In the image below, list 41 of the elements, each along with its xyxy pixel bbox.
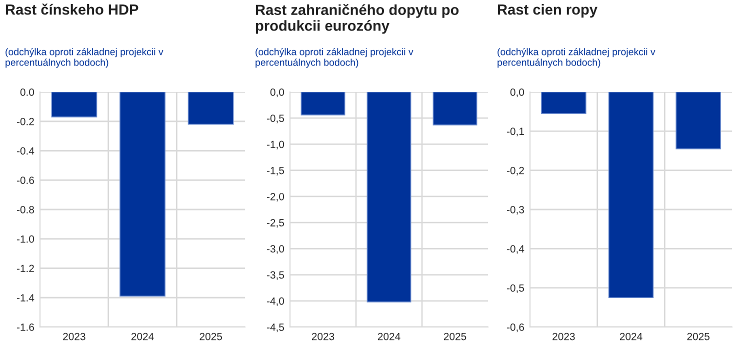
- y-tick-label: -1.0: [16, 235, 34, 243]
- x-tick-label: 2025: [687, 332, 710, 340]
- x-tick-label: 2025: [200, 332, 222, 340]
- y-tick-label: -3,5: [266, 271, 284, 280]
- y-tick-label: -0.8: [16, 206, 34, 214]
- chart-subtitle: (odchýlka oproti základnej projekcii v percentuálnych bodoch): [6, 48, 164, 68]
- x-tick-label: 2025: [444, 332, 466, 340]
- chart-title: Rast zahraničného dopytu po produkcii eurozóny: [256, 4, 459, 34]
- x-tick-label: 2023: [63, 332, 86, 340]
- chart-title: Rast cien ropy: [498, 4, 598, 18]
- y-tick-label: -1.4: [16, 294, 34, 302]
- y-tick-label: -2,0: [266, 192, 284, 202]
- chart-subtitle: (odchýlka oproti základnej projekcii v percentuálnych bodoch): [498, 48, 656, 68]
- y-tick-label: -4,0: [266, 297, 284, 306]
- y-tick-label: -0,6: [506, 324, 524, 332]
- y-tick-label: -3,0: [266, 245, 284, 254]
- y-tick-label: -0,2: [506, 166, 524, 176]
- y-tick-label: -1.6: [16, 324, 34, 331]
- y-tick-label: -0,3: [506, 206, 524, 215]
- x-tick-label: 2023: [552, 332, 575, 340]
- y-tick-label: 0.0: [20, 88, 34, 96]
- chart-subtitle: (odchýlka oproti základnej projekcii v percentuálnych bodoch): [256, 48, 414, 68]
- y-tick-label: -1.2: [16, 264, 34, 272]
- chart-title: Rast čínskeho HDP: [6, 4, 138, 15]
- y-tick-label: -4,5: [266, 324, 284, 332]
- y-tick-label: -0,4: [506, 245, 524, 254]
- y-tick-label: -0.6: [16, 176, 34, 184]
- x-tick-label: 2023: [312, 332, 334, 340]
- y-tick-label: 0,0: [270, 88, 284, 98]
- y-tick-label: 0,0: [510, 88, 524, 98]
- y-tick-label: -0,5: [266, 114, 284, 124]
- y-tick-label: -0.4: [16, 147, 34, 155]
- y-tick-label: -2,5: [266, 219, 284, 228]
- y-tick-label: -1,5: [266, 166, 284, 176]
- y-tick-label: -0,1: [506, 128, 524, 136]
- y-tick-label: -0,5: [506, 284, 524, 293]
- x-tick-label: 2024: [620, 332, 642, 340]
- x-tick-label: 2024: [131, 332, 154, 340]
- x-tick-label: 2024: [378, 332, 400, 340]
- y-tick-label: -1,0: [266, 140, 284, 150]
- y-tick-label: -0.2: [16, 118, 34, 126]
